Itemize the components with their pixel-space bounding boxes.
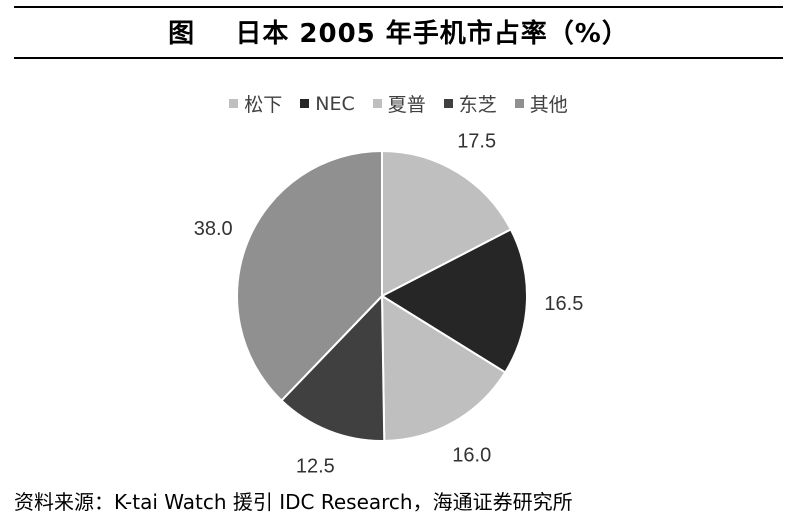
pie-slice bbox=[236, 149, 383, 402]
slice-value-label: 17.5 bbox=[457, 131, 496, 153]
legend-label: NEC bbox=[315, 92, 355, 115]
legend-item: 夏普 bbox=[372, 90, 426, 117]
legend-swatch bbox=[443, 99, 453, 108]
source-note: 资料来源：K-tai Watch 援引 IDC Research，海通证券研究所 bbox=[14, 490, 573, 514]
legend-swatch bbox=[229, 99, 239, 108]
legend-item: 其他 bbox=[514, 90, 568, 117]
slice-value-label: 12.5 bbox=[296, 455, 335, 477]
slice-value-label: 16.0 bbox=[452, 444, 491, 466]
title-bottom-rule bbox=[14, 57, 783, 59]
title-bar: 图 日本 2005 年手机市占率（%） bbox=[14, 6, 783, 56]
legend-swatch bbox=[514, 99, 524, 108]
title-top-rule bbox=[14, 6, 783, 8]
chart-legend: 松下 NEC 夏普 东芝 其他 bbox=[0, 90, 797, 117]
pie-slice bbox=[379, 228, 528, 374]
legend-label: 其他 bbox=[529, 94, 568, 116]
legend-swatch bbox=[300, 99, 310, 108]
legend-label: 东芝 bbox=[458, 94, 497, 116]
legend-item: 东芝 bbox=[443, 90, 497, 117]
legend-item: 松下 bbox=[229, 90, 282, 117]
pie-slice bbox=[280, 293, 386, 442]
legend-swatch bbox=[372, 99, 382, 108]
legend-label: 夏普 bbox=[387, 94, 426, 116]
chart-title: 图 日本 2005 年手机市占率（%） bbox=[168, 18, 629, 49]
pie-slice bbox=[381, 149, 513, 298]
legend-label: 松下 bbox=[244, 94, 283, 116]
slice-value-label: 16.5 bbox=[544, 293, 583, 315]
pie-slice bbox=[380, 294, 507, 442]
legend-item: NEC bbox=[300, 90, 355, 117]
slice-value-label: 38.0 bbox=[194, 218, 233, 240]
